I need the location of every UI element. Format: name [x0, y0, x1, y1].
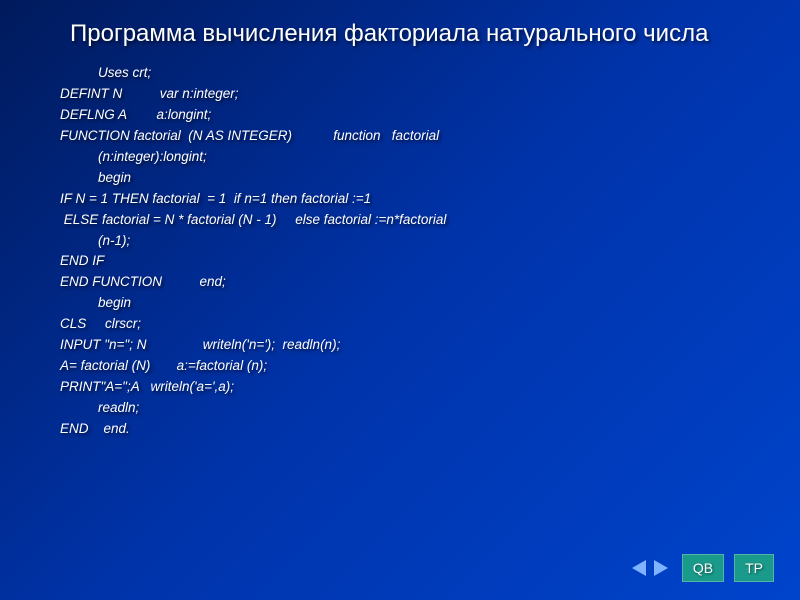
code-line: ELSE factorial = N * factorial (N - 1) e…	[60, 210, 760, 231]
code-line: INPUT "n="; N writeln('n='); readln(n);	[60, 335, 760, 356]
code-block: Uses crt;DEFINT N var n:integer;DEFLNG A…	[60, 63, 760, 440]
code-line: END end.	[60, 419, 760, 440]
tp-button[interactable]: TP	[734, 554, 774, 582]
code-line: begin	[60, 168, 760, 189]
code-line: Uses crt;	[60, 63, 760, 84]
code-line: readln;	[60, 398, 760, 419]
code-line: END IF	[60, 251, 760, 272]
nav-arrows	[632, 560, 668, 576]
code-line: END FUNCTION end;	[60, 272, 760, 293]
code-line: (n-1);	[60, 231, 760, 252]
code-line: IF N = 1 THEN factorial = 1 if n=1 then …	[60, 189, 760, 210]
code-line: CLS clrscr;	[60, 314, 760, 335]
code-line: FUNCTION factorial (N AS INTEGER) functi…	[60, 126, 760, 147]
code-line: DEFLNG A a:longint;	[60, 105, 760, 126]
slide-title: Программа вычисления факториала натураль…	[70, 18, 760, 49]
code-line: (n:integer):longint;	[60, 147, 760, 168]
nav-controls: QB TP	[632, 554, 774, 582]
code-line: begin	[60, 293, 760, 314]
code-line: A= factorial (N) a:=factorial (n);	[60, 356, 760, 377]
code-line: DEFINT N var n:integer;	[60, 84, 760, 105]
next-arrow-icon[interactable]	[654, 560, 668, 576]
qb-button[interactable]: QB	[682, 554, 724, 582]
code-line: PRINT"A=";A writeln('a=',a);	[60, 377, 760, 398]
prev-arrow-icon[interactable]	[632, 560, 646, 576]
